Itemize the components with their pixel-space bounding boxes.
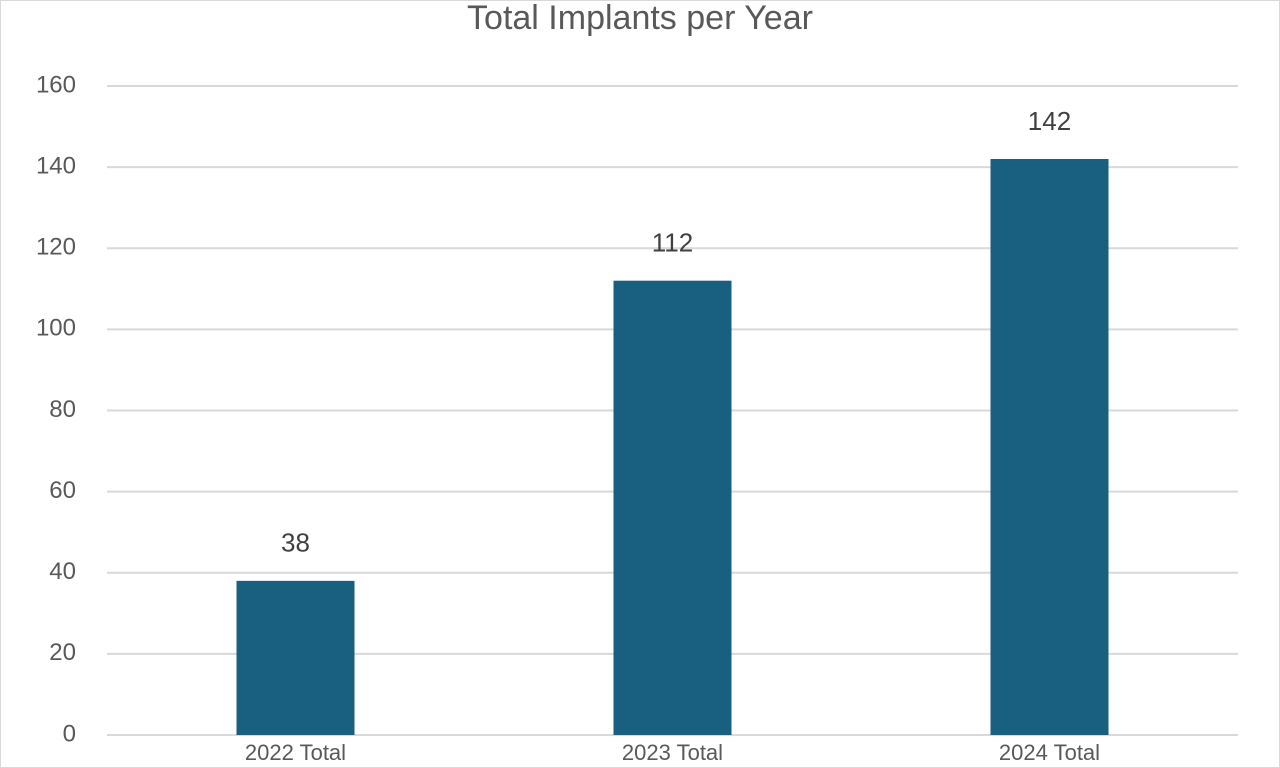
x-tick-label: 2022 Total <box>245 740 346 765</box>
y-tick-label: 40 <box>49 558 76 585</box>
data-label: 112 <box>652 228 693 258</box>
y-tick-label: 160 <box>36 71 76 98</box>
bar <box>236 580 355 735</box>
y-tick-label: 100 <box>36 315 76 342</box>
x-tick-label: 2023 Total <box>622 740 723 765</box>
bar <box>990 159 1109 735</box>
data-label: 142 <box>1028 106 1071 136</box>
y-tick-label: 60 <box>49 477 76 504</box>
y-tick-label: 0 <box>63 720 76 747</box>
x-tick-label: 2024 Total <box>999 740 1100 765</box>
y-tick-label: 120 <box>36 234 76 261</box>
bar <box>613 280 732 735</box>
data-label: 38 <box>281 528 310 558</box>
y-tick-label: 140 <box>36 152 76 179</box>
y-tick-label: 80 <box>49 396 76 423</box>
chart-title: Total Implants per Year <box>467 0 813 37</box>
y-tick-label: 20 <box>49 639 76 666</box>
